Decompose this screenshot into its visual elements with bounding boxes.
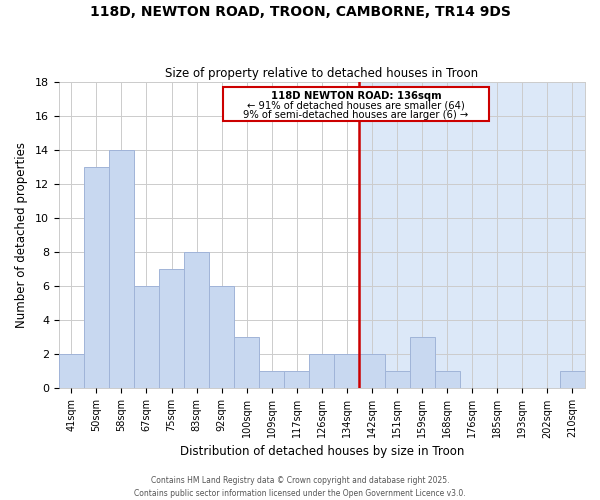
Bar	[109, 150, 134, 388]
Bar	[385, 372, 410, 388]
Bar	[434, 372, 460, 388]
Bar	[359, 82, 585, 388]
Bar	[159, 270, 184, 388]
Bar	[134, 286, 159, 388]
Title: Size of property relative to detached houses in Troon: Size of property relative to detached ho…	[166, 66, 478, 80]
Text: Contains HM Land Registry data © Crown copyright and database right 2025.
Contai: Contains HM Land Registry data © Crown c…	[134, 476, 466, 498]
Text: 9% of semi-detached houses are larger (6) →: 9% of semi-detached houses are larger (6…	[244, 110, 469, 120]
Bar	[334, 354, 359, 388]
Bar	[209, 286, 234, 388]
Text: 118D, NEWTON ROAD, TROON, CAMBORNE, TR14 9DS: 118D, NEWTON ROAD, TROON, CAMBORNE, TR14…	[89, 5, 511, 19]
Bar	[59, 354, 84, 388]
Bar	[410, 338, 434, 388]
Bar	[184, 252, 209, 388]
Text: ← 91% of detached houses are smaller (64): ← 91% of detached houses are smaller (64…	[247, 100, 465, 110]
Bar	[259, 372, 284, 388]
Bar	[560, 372, 585, 388]
Text: 118D NEWTON ROAD: 136sqm: 118D NEWTON ROAD: 136sqm	[271, 91, 442, 101]
Y-axis label: Number of detached properties: Number of detached properties	[15, 142, 28, 328]
Bar	[310, 354, 334, 388]
Polygon shape	[223, 88, 489, 122]
Bar	[359, 354, 385, 388]
Bar	[234, 338, 259, 388]
Bar	[84, 167, 109, 388]
Bar	[284, 372, 310, 388]
X-axis label: Distribution of detached houses by size in Troon: Distribution of detached houses by size …	[180, 444, 464, 458]
